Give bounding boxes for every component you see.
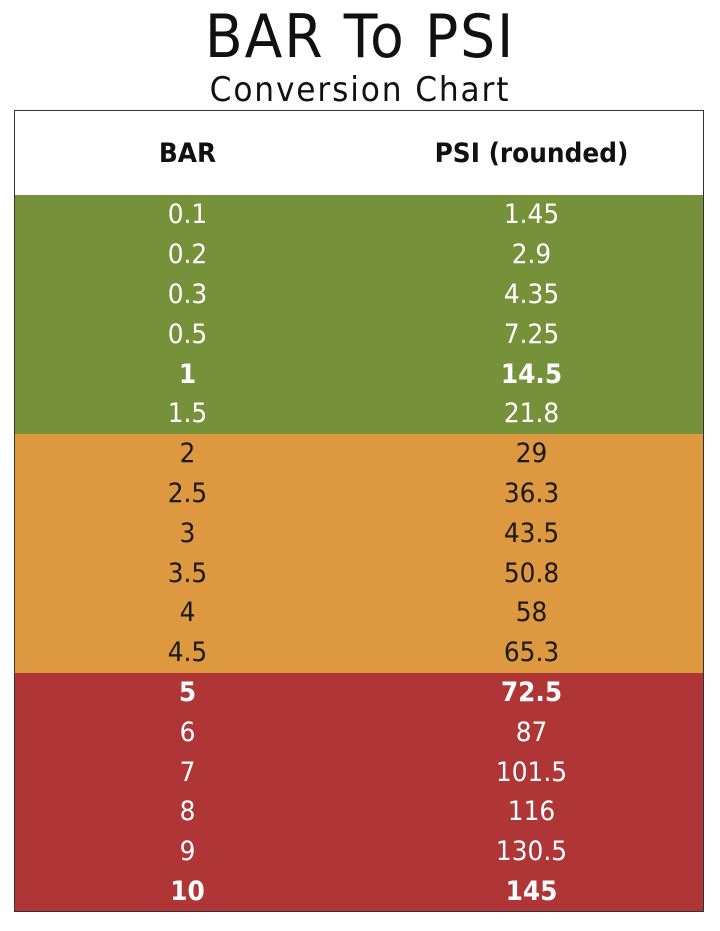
psi-cell: 145 bbox=[505, 875, 558, 907]
bar-cell: 0.3 bbox=[167, 278, 208, 310]
table-row: 0.3 4.35 bbox=[15, 274, 703, 315]
psi-cell: 7.25 bbox=[503, 318, 560, 350]
bar-cell: 1 bbox=[178, 358, 197, 390]
psi-cell: 65.3 bbox=[503, 637, 560, 669]
table-row: 7 101.5 bbox=[15, 752, 703, 792]
bar-cell: 4.5 bbox=[167, 637, 208, 669]
table-row: 8 116 bbox=[15, 791, 703, 832]
psi-cell: 58 bbox=[515, 597, 548, 629]
psi-cell: 2.9 bbox=[511, 239, 552, 271]
bar-cell: 3 bbox=[179, 517, 196, 549]
bar-cell: 0.5 bbox=[167, 318, 208, 350]
conversion-table: BAR PSI (rounded) 0.1 1.45 0.2 2.9 0.3 4.35 0.… bbox=[14, 110, 704, 913]
psi-cell: 4.35 bbox=[503, 278, 560, 310]
column-header: BAR bbox=[158, 137, 217, 169]
bar-cell: 5 bbox=[178, 676, 197, 708]
table-row: 0.5 7.25 bbox=[15, 314, 703, 355]
table-row: 0.2 2.9 bbox=[15, 234, 703, 275]
bar-cell: 0.1 bbox=[167, 199, 208, 231]
table-row: 6 87 bbox=[15, 712, 703, 753]
table-row: 3.5 50.8 bbox=[15, 553, 703, 593]
table-row: 10 145 bbox=[15, 871, 703, 912]
bar-cell: 10 bbox=[170, 875, 205, 907]
header-row: BAR PSI (rounded) bbox=[15, 111, 703, 195]
subtitle: Conversion Chart bbox=[209, 70, 511, 110]
column-header: PSI (rounded) bbox=[434, 137, 629, 169]
bar-cell: 2 bbox=[179, 438, 196, 470]
table-row: 2.5 36.3 bbox=[15, 473, 703, 514]
psi-cell: 130.5 bbox=[495, 836, 568, 868]
bar-cell: 6 bbox=[179, 716, 196, 748]
table-row: 9 130.5 bbox=[15, 831, 703, 872]
bar-cell: 4 bbox=[179, 597, 196, 629]
table-row: 0.1 1.45 bbox=[15, 195, 703, 235]
psi-cell: 1.45 bbox=[503, 199, 560, 231]
table-row: 4.5 65.3 bbox=[15, 632, 703, 673]
psi-cell: 43.5 bbox=[503, 517, 560, 549]
table-row: 4 58 bbox=[15, 592, 703, 633]
table-row: 1 14.5 bbox=[15, 354, 703, 394]
psi-cell: 36.3 bbox=[503, 477, 560, 509]
title: BAR To PSI bbox=[204, 2, 516, 72]
table-row: 2 29 bbox=[15, 433, 703, 474]
psi-cell: 101.5 bbox=[495, 756, 568, 788]
bar-cell: 3.5 bbox=[167, 557, 208, 589]
bar-cell: 7 bbox=[179, 756, 196, 788]
psi-cell: 72.5 bbox=[500, 676, 563, 708]
bar-cell: 9 bbox=[179, 836, 196, 868]
bar-cell: 8 bbox=[179, 796, 196, 828]
bar-cell: 2.5 bbox=[167, 477, 208, 509]
psi-cell: 50.8 bbox=[503, 557, 560, 589]
bar-cell: 1.5 bbox=[167, 398, 208, 430]
psi-cell: 87 bbox=[515, 716, 548, 748]
table-row: 3 43.5 bbox=[15, 513, 703, 554]
psi-cell: 21.8 bbox=[503, 398, 560, 430]
table-row: 5 72.5 bbox=[15, 672, 703, 713]
psi-cell: 116 bbox=[507, 796, 556, 828]
table-row: 1.5 21.8 bbox=[15, 393, 703, 434]
psi-cell: 29 bbox=[515, 438, 548, 470]
psi-cell: 14.5 bbox=[500, 358, 563, 390]
bar-cell: 0.2 bbox=[167, 239, 208, 271]
